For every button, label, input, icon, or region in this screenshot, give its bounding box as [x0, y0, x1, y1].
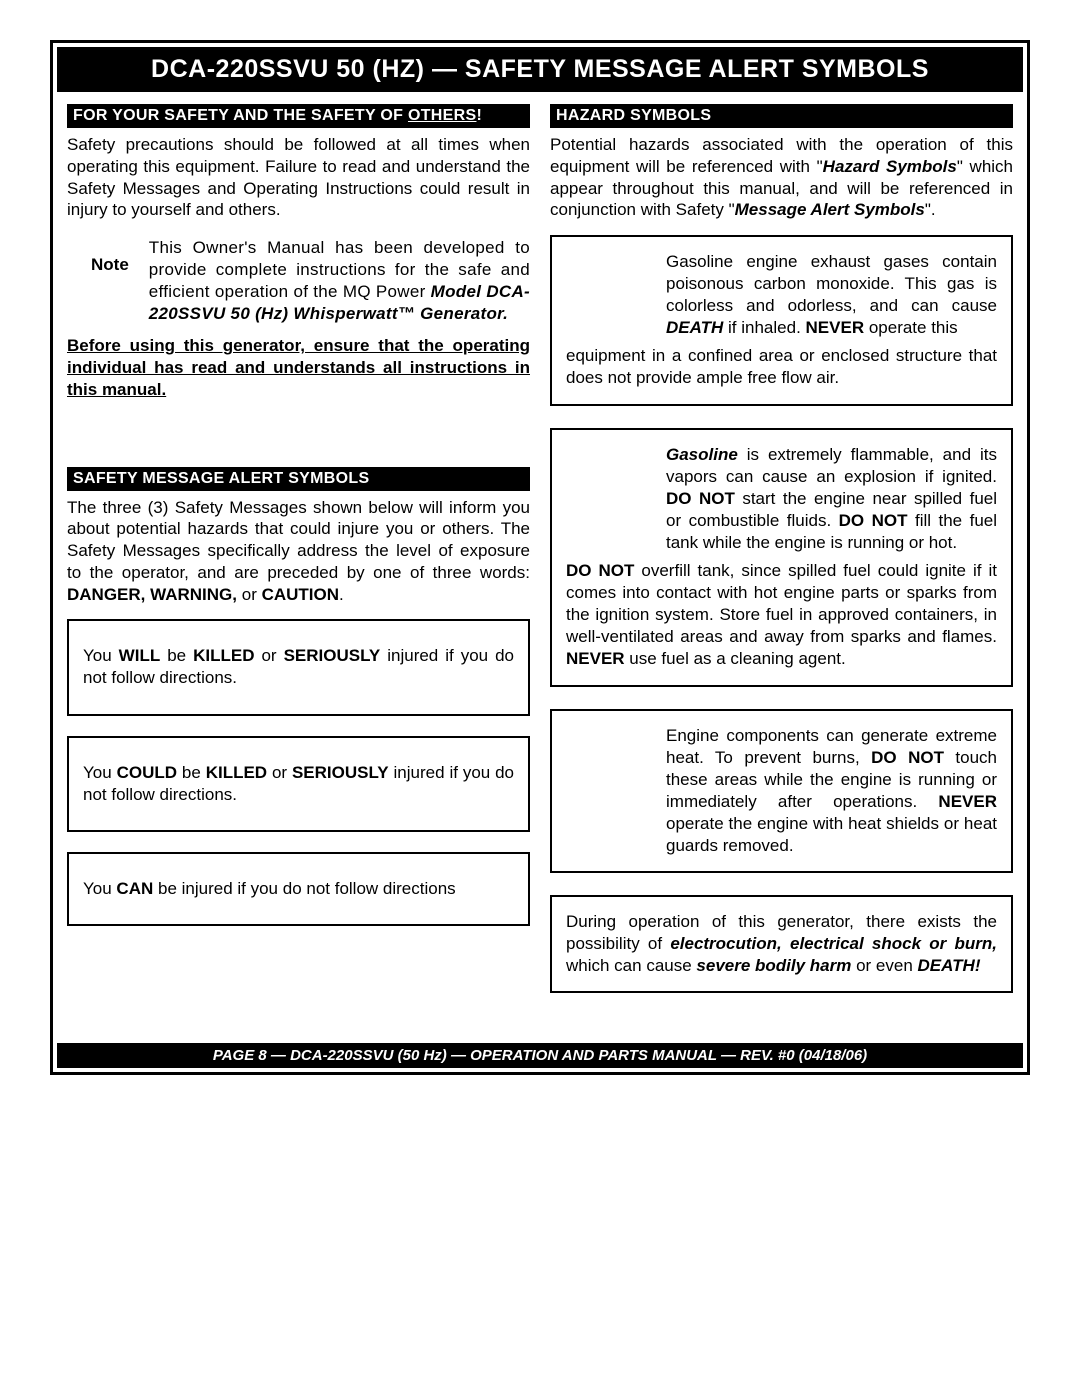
note-label: Note: [67, 237, 129, 325]
hz2-donot1: DO NOT: [666, 489, 735, 508]
three-msg-or: or: [242, 585, 262, 604]
b2-killed: KILLED: [206, 763, 267, 782]
page-title-bar: DCA-220SSVU 50 (HZ) — SAFETY MESSAGE ALE…: [57, 47, 1023, 92]
note-text: This Owner's Manual has been developed t…: [149, 237, 530, 325]
hazard-box-electrocution: During operation of this generator, ther…: [550, 895, 1013, 993]
hz3-p3: operate the engine with heat shields or …: [666, 814, 997, 855]
hz1-end: operate this: [864, 318, 958, 337]
right-column: HAZARD SYMBOLS Potential hazards associa…: [550, 104, 1013, 1015]
two-column-layout: FOR YOUR SAFETY AND THE SAFETY OF OTHERS…: [57, 92, 1023, 1035]
before-using-paragraph: Before using this generator, ensure that…: [67, 335, 530, 400]
b1-or: or: [254, 646, 283, 665]
b2-pre: You: [83, 763, 117, 782]
b2-seriously: SERIOUSLY: [292, 763, 389, 782]
b1-seriously: SERIOUSLY: [284, 646, 381, 665]
hz1-p1: Gasoline engine exhaust gases contain po…: [666, 252, 997, 315]
page-title: DCA-220SSVU 50 (HZ) — SAFETY MESSAGE ALE…: [151, 55, 929, 83]
section-header-hazard-symbols: HAZARD SYMBOLS: [550, 104, 1013, 128]
three-msg-p1: The three (3) Safety Messages shown belo…: [67, 498, 530, 582]
hazard-flammable-inner: Gasoline is extremely flammable, and its…: [566, 444, 997, 554]
left-column: FOR YOUR SAFETY AND THE SAFETY OF OTHERS…: [67, 104, 530, 1015]
three-msg-period: .: [339, 585, 344, 604]
ri-bi2: Message Alert Symbols: [735, 200, 925, 219]
danger-box: You WILL be KILLED or SERIOUSLY injured …: [67, 619, 530, 715]
warning-box: You COULD be KILLED or SERIOUSLY injured…: [67, 736, 530, 832]
caution-box: You CAN be injured if you do not follow …: [67, 852, 530, 926]
hz1-mid: if inhaled.: [723, 318, 805, 337]
hz4-bi1: electrocution, electrical shock or burn,: [670, 934, 997, 953]
hz1-outer: equipment in a confined area or enclosed…: [566, 346, 997, 387]
ri-p3: ".: [925, 200, 936, 219]
b3-can: CAN: [116, 879, 153, 898]
b1-killed: KILLED: [193, 646, 254, 665]
header1-suffix: !: [476, 107, 482, 124]
section-header-safety-symbols: SAFETY MESSAGE ALERT SYMBOLS: [67, 467, 530, 491]
hz4-p2: which can cause: [566, 956, 696, 975]
hz4-bi3: DEATH!: [918, 956, 981, 975]
three-messages-paragraph: The three (3) Safety Messages shown belo…: [67, 497, 530, 606]
b2-or: or: [267, 763, 292, 782]
hazard-intro-paragraph: Potential hazards associated with the op…: [550, 134, 1013, 221]
hz2-outer-donot: DO NOT: [566, 561, 634, 580]
section-header-for-your-safety: FOR YOUR SAFETY AND THE SAFETY OF OTHERS…: [67, 104, 530, 128]
three-msg-caution: CAUTION: [262, 585, 339, 604]
hazard-box-flammable: Gasoline is extremely flammable, and its…: [550, 428, 1013, 687]
b1-mid: be: [160, 646, 193, 665]
hz3-donot: DO NOT: [871, 748, 944, 767]
hz4-p3: or even: [851, 956, 917, 975]
header1-prefix: FOR YOUR SAFETY AND THE SAFETY OF: [73, 107, 408, 124]
hz1-death: DEATH: [666, 318, 723, 337]
b3-pre: You: [83, 879, 116, 898]
header1-underline: OTHERS: [408, 107, 476, 124]
hz2-donot2: DO NOT: [839, 511, 908, 530]
ri-bi1: Hazard Symbols: [823, 157, 957, 176]
hazard-heat-inner: Engine components can generate extreme h…: [566, 725, 997, 858]
b1-pre: You: [83, 646, 119, 665]
page-footer-bar: PAGE 8 — DCA-220SSVU (50 Hz) — OPERATION…: [57, 1043, 1023, 1068]
page-outer-border: DCA-220SSVU 50 (HZ) — SAFETY MESSAGE ALE…: [50, 40, 1030, 1075]
hazard-box-exhaust: Gasoline engine exhaust gases contain po…: [550, 235, 1013, 406]
b2-mid: be: [177, 763, 206, 782]
b3-end: be injured if you do not follow directio…: [153, 879, 455, 898]
b2-could: COULD: [117, 763, 177, 782]
hz2-never: NEVER: [566, 649, 625, 668]
note-block: Note This Owner's Manual has been develo…: [67, 237, 530, 325]
page-footer: PAGE 8 — DCA-220SSVU (50 Hz) — OPERATION…: [213, 1047, 867, 1064]
hz2-i1: Gasoline: [666, 445, 738, 464]
hz2-outer-p2: use fuel as a cleaning agent.: [625, 649, 846, 668]
hz1-never: NEVER: [806, 318, 865, 337]
b1-will: WILL: [119, 646, 161, 665]
three-msg-bold: DANGER, WARNING,: [67, 585, 242, 604]
hz4-bi2: severe bodily harm: [696, 956, 851, 975]
safety-intro-paragraph: Safety precautions should be followed at…: [67, 134, 530, 221]
hazard-box-heat: Engine components can generate extreme h…: [550, 709, 1013, 874]
hz3-never: NEVER: [938, 792, 997, 811]
spacer: [67, 431, 530, 467]
hazard-exhaust-inner: Gasoline engine exhaust gases contain po…: [566, 251, 997, 339]
